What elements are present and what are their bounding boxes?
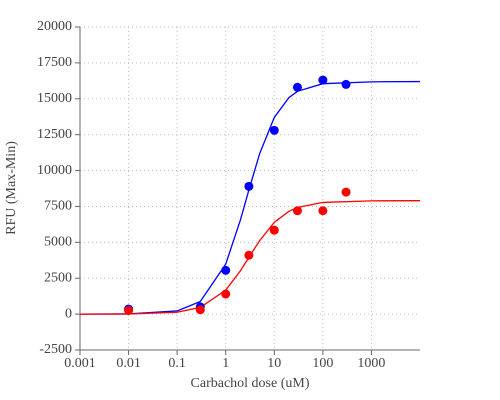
y-tick-label: -2500 <box>39 342 72 357</box>
data-point <box>269 225 279 235</box>
x-tick-label: 0.01 <box>116 356 141 371</box>
x-tick-label: 10 <box>267 356 281 371</box>
data-point <box>341 79 351 89</box>
data-point <box>292 206 302 216</box>
x-tick-label: 0.1 <box>168 356 186 371</box>
y-tick-label: 5000 <box>44 235 72 250</box>
data-point <box>195 305 205 315</box>
y-tick-label: 15000 <box>37 91 72 106</box>
fit-curve <box>79 80 421 315</box>
y-tick-label: 10000 <box>37 163 72 178</box>
x-tick-label: 1 <box>222 356 229 371</box>
x-tick-label: 100 <box>312 356 333 371</box>
data-point <box>269 125 279 135</box>
data-point <box>318 75 328 85</box>
data-point <box>292 82 302 92</box>
y-tick-label: 7500 <box>44 199 72 214</box>
y-tick-label: 20000 <box>37 19 72 34</box>
fit-curve <box>79 200 421 315</box>
x-tick-label: 1000 <box>357 356 385 371</box>
data-point <box>221 289 231 299</box>
y-tick-label: 17500 <box>37 55 72 70</box>
y-axis-label: RFU (Max-Min) <box>4 141 19 235</box>
data-point <box>244 181 254 191</box>
data-point <box>341 187 351 197</box>
y-tick-label: 0 <box>65 306 72 321</box>
x-axis-label: Carbachol dose (uM) <box>191 376 310 391</box>
y-tick-label: 2500 <box>44 270 72 285</box>
x-tick-label: 0.001 <box>64 356 96 371</box>
data-point <box>244 250 254 260</box>
data-point <box>221 265 231 275</box>
data-point <box>124 306 134 316</box>
y-tick-label: 12500 <box>37 127 72 142</box>
data-point <box>318 206 328 216</box>
